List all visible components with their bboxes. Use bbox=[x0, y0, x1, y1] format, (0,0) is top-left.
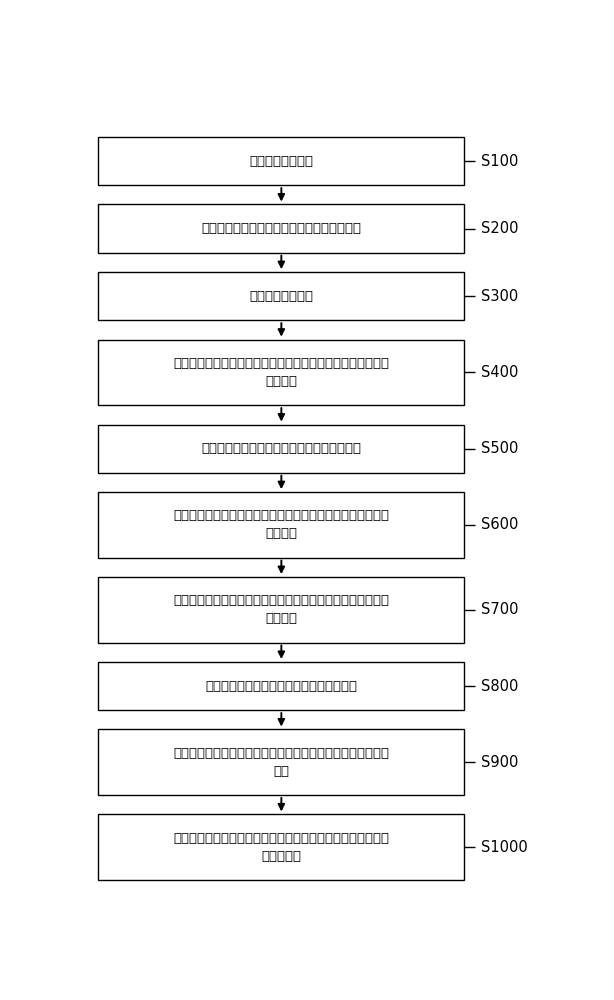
Text: 基于所述第一实验参数，通过所述诊断样本数据库获得第一实
验数据集: 基于所述第一实验参数，通过所述诊断样本数据库获得第一实 验数据集 bbox=[173, 357, 389, 388]
Text: S200: S200 bbox=[481, 221, 519, 236]
Bar bbox=[98, 204, 464, 253]
Bar bbox=[98, 492, 464, 558]
Text: S900: S900 bbox=[481, 755, 519, 770]
Text: 根据所述第一实验数据集，获得第一函数关系: 根据所述第一实验数据集，获得第一函数关系 bbox=[201, 442, 362, 455]
Text: S500: S500 bbox=[481, 441, 519, 456]
Bar bbox=[98, 272, 464, 320]
Text: 获得第一实验参数: 获得第一实验参数 bbox=[249, 290, 313, 303]
Text: S100: S100 bbox=[481, 154, 519, 169]
Text: 根据所述第一实验参数、所述第一参数诊断关系，获得第一参
数诊断结果: 根据所述第一实验参数、所述第一参数诊断关系，获得第一参 数诊断结果 bbox=[173, 832, 389, 863]
Text: S800: S800 bbox=[481, 679, 519, 694]
Bar bbox=[98, 577, 464, 643]
Text: S400: S400 bbox=[481, 365, 519, 380]
Bar bbox=[98, 662, 464, 710]
Bar bbox=[98, 814, 464, 880]
Bar bbox=[98, 340, 464, 405]
Text: 根据所述实验数据要求，构建诊断样本数据库: 根据所述实验数据要求，构建诊断样本数据库 bbox=[201, 222, 362, 235]
Text: S700: S700 bbox=[481, 602, 519, 617]
Bar bbox=[98, 137, 464, 185]
Text: S1000: S1000 bbox=[481, 840, 528, 855]
Text: 将所述第一系数代入所述第一函数关系中，获得第一参数诊断
关系: 将所述第一系数代入所述第一函数关系中，获得第一参数诊断 关系 bbox=[173, 747, 389, 778]
Text: S300: S300 bbox=[481, 289, 519, 304]
Text: 根据所述第一数据损失函数，获得第一系数: 根据所述第一数据损失函数，获得第一系数 bbox=[205, 680, 357, 693]
Text: 获得实验数据要求: 获得实验数据要求 bbox=[249, 155, 313, 168]
Text: 将所述第一实验数据集依次输入所述第一函数关系，获得第一
计算结果: 将所述第一实验数据集依次输入所述第一函数关系，获得第一 计算结果 bbox=[173, 509, 389, 540]
Text: 根据所述第一计算结果、所述第一实验数据集，获得第一数据
损失函数: 根据所述第一计算结果、所述第一实验数据集，获得第一数据 损失函数 bbox=[173, 594, 389, 625]
Bar bbox=[98, 425, 464, 473]
Bar bbox=[98, 729, 464, 795]
Text: S600: S600 bbox=[481, 517, 519, 532]
